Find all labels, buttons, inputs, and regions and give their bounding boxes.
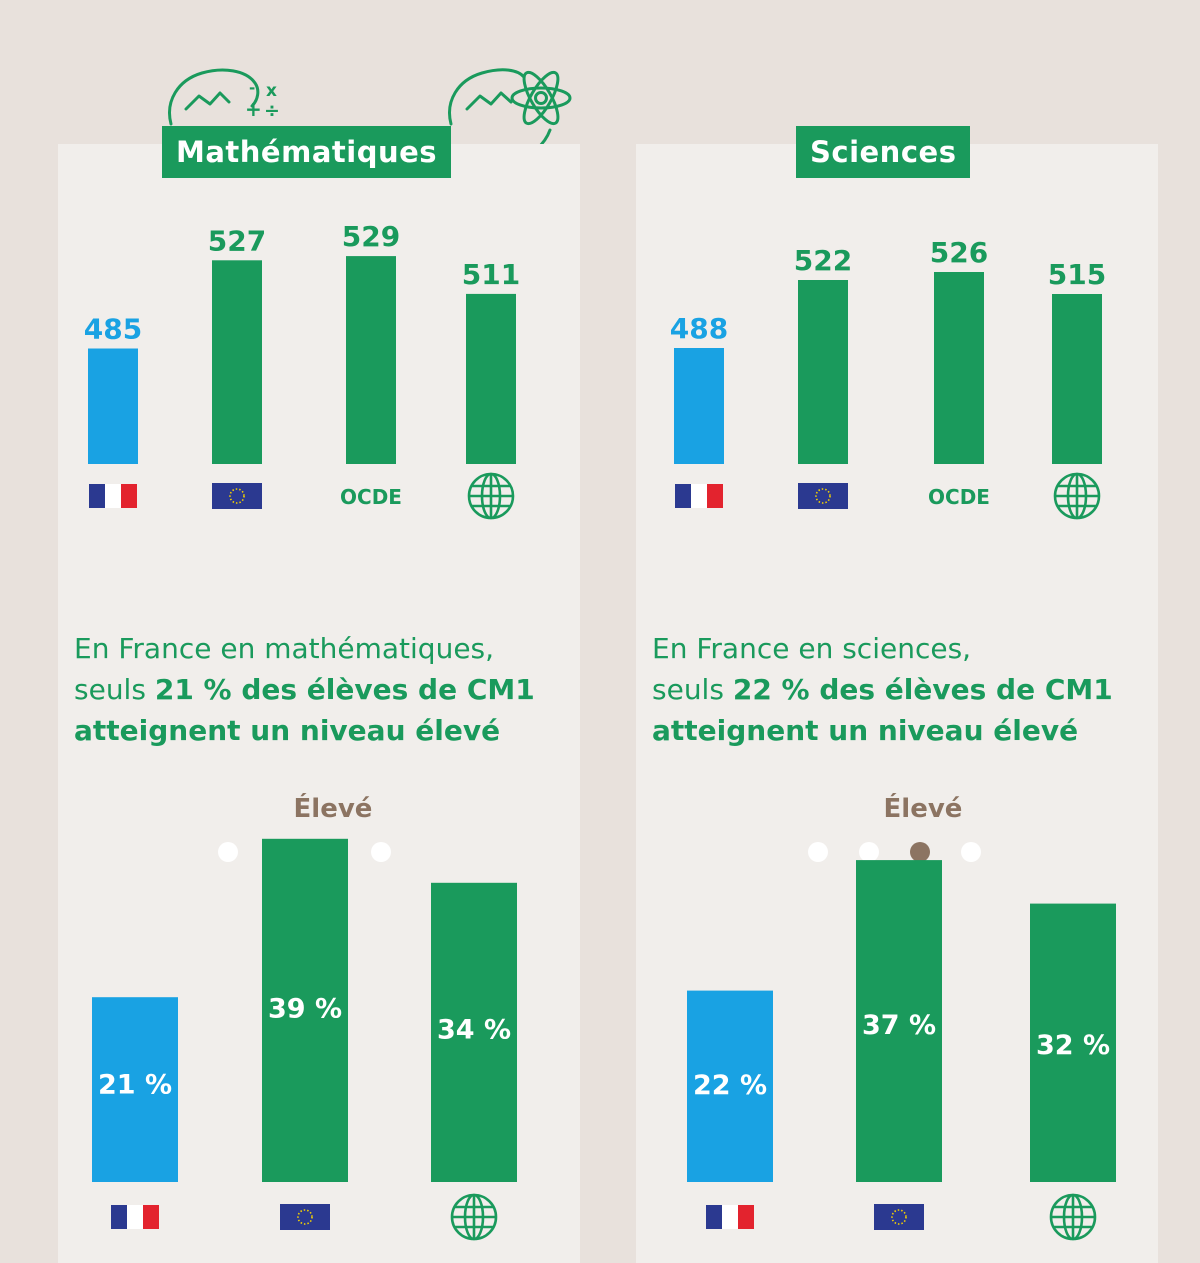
data-label: 488 bbox=[670, 312, 728, 345]
caption-sciences: En France en sciences, seuls 22 % des élè… bbox=[652, 628, 1152, 751]
data-label: 39 % bbox=[268, 993, 342, 1024]
bar-monde bbox=[431, 882, 517, 1182]
bar-union-européenne bbox=[212, 260, 262, 464]
data-label: 22 % bbox=[693, 1070, 767, 1101]
bar-ocde bbox=[934, 272, 984, 464]
level-dot bbox=[808, 842, 828, 862]
category-label: OCDE bbox=[340, 485, 402, 509]
data-label: 527 bbox=[208, 224, 266, 257]
data-label: 522 bbox=[794, 244, 852, 277]
bar-union-européenne bbox=[856, 860, 942, 1182]
data-label: 529 bbox=[342, 220, 400, 253]
globe-icon bbox=[1053, 472, 1101, 520]
caption-bold-2: atteignent un niveau élevé bbox=[74, 714, 501, 747]
level-dot bbox=[961, 842, 981, 862]
data-label: 32 % bbox=[1036, 1030, 1110, 1061]
eu-flag-icon bbox=[280, 1204, 330, 1230]
data-label: 37 % bbox=[862, 1010, 936, 1041]
subject-label-sciences: Sciences bbox=[796, 126, 971, 178]
svg-text:x: x bbox=[266, 81, 277, 101]
panel-mathematics: 485 527 529 OCDE 511 En France en mathématiq… bbox=[58, 144, 580, 1263]
subject-label-mathematics: Mathématiques bbox=[162, 126, 452, 178]
bar-monde bbox=[1030, 903, 1116, 1182]
data-label: 21 % bbox=[98, 1069, 172, 1100]
caption-prefix: seuls bbox=[652, 673, 724, 706]
score-chart-mathematics: 485 527 529 OCDE 511 bbox=[84, 220, 520, 520]
level-label: Élevé bbox=[883, 794, 963, 824]
bar-union-européenne bbox=[798, 280, 848, 464]
level-chart-mathematics: 21 % 39 % 34 % bbox=[92, 838, 517, 1241]
data-label: 526 bbox=[930, 236, 988, 269]
bar-monde bbox=[1052, 294, 1102, 464]
bar-monde bbox=[466, 293, 516, 464]
level-dot bbox=[859, 842, 879, 862]
caption-light: En France en mathématiques, bbox=[74, 632, 495, 665]
level-dot bbox=[218, 842, 238, 862]
eu-flag-icon bbox=[212, 483, 262, 509]
svg-text:÷: ÷ bbox=[264, 100, 280, 122]
caption-prefix: seuls bbox=[74, 673, 146, 706]
data-label: 511 bbox=[462, 258, 520, 291]
caption-bold-2: atteignent un niveau élevé bbox=[652, 714, 1079, 747]
eu-flag-icon bbox=[874, 1204, 924, 1230]
caption-light: En France en sciences, bbox=[652, 632, 972, 665]
globe-icon bbox=[467, 472, 515, 520]
caption-bold-1: 22 % des élèves de CM1 bbox=[732, 673, 1113, 706]
data-label: 515 bbox=[1048, 258, 1106, 291]
globe-icon bbox=[1049, 1193, 1097, 1241]
level-dot bbox=[371, 842, 391, 862]
category-label: OCDE bbox=[928, 485, 990, 509]
globe-icon bbox=[450, 1193, 498, 1241]
caption-bold-1: 21 % des élèves de CM1 bbox=[154, 673, 535, 706]
level-label: Élevé bbox=[293, 794, 373, 824]
caption-mathematics: En France en mathématiques, seuls 21 % de… bbox=[74, 628, 574, 751]
france-flag-icon bbox=[706, 1205, 754, 1229]
data-label: 34 % bbox=[437, 1014, 511, 1045]
data-label: 485 bbox=[84, 313, 142, 346]
bar-ocde bbox=[346, 256, 396, 464]
bar-france bbox=[687, 990, 773, 1182]
bar-france bbox=[674, 348, 724, 464]
svg-text:-: - bbox=[249, 79, 255, 97]
svg-text:+: + bbox=[245, 97, 262, 121]
bar-france bbox=[88, 348, 138, 464]
score-chart-sciences: 488 522 526 OCDE 515 bbox=[670, 236, 1106, 520]
france-flag-icon bbox=[111, 1205, 159, 1229]
bar-france bbox=[92, 997, 178, 1182]
france-flag-icon bbox=[89, 484, 137, 508]
eu-flag-icon bbox=[798, 483, 848, 509]
panel-sciences: 488 522 526 OCDE 515 En France en sciences, s… bbox=[636, 144, 1158, 1263]
level-chart-sciences: 22 % 37 % 32 % bbox=[687, 860, 1116, 1241]
bar-union-européenne bbox=[262, 838, 348, 1182]
level-dot-active bbox=[910, 842, 930, 862]
france-flag-icon bbox=[675, 484, 723, 508]
